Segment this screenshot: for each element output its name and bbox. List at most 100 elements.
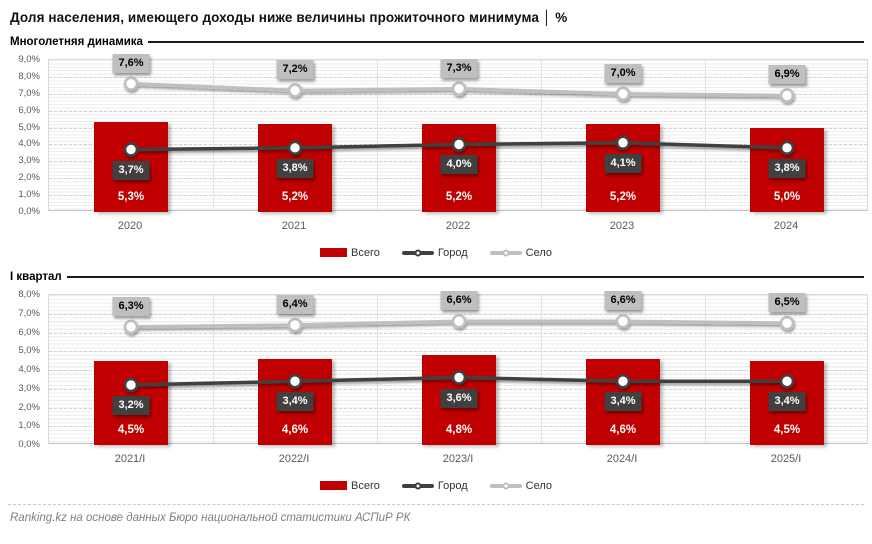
y-axis-label: 4,0% xyxy=(18,138,40,150)
legend-label-village: Село xyxy=(525,246,552,259)
section-annual: Многолетняя динамика 0,0% 1,0% 2,0% 3,0% 4,0… xyxy=(8,36,868,260)
legend-item-city: Город xyxy=(401,479,468,492)
section-quarterly: I квартал 0,0% 1,0% 2,0% 3,0% 4,0% 5,0% 6,0% 7,… xyxy=(8,271,868,493)
point-label: 7,0% xyxy=(604,63,642,83)
y-axis-label: 2,0% xyxy=(18,401,40,413)
point-label: 6,9% xyxy=(768,65,806,85)
bar-value-label: 5,0% xyxy=(773,191,801,203)
x-axis-label: 2020 xyxy=(117,220,143,232)
point-label: 3,7% xyxy=(112,160,150,180)
y-axis-label: 5,0% xyxy=(18,345,40,357)
y-axis-label: 1,0% xyxy=(18,420,40,432)
village-dot-icon xyxy=(502,249,510,256)
y-axis-label: 6,0% xyxy=(18,104,40,116)
category-separator xyxy=(377,60,378,210)
x-axis-label: 2024 xyxy=(773,220,799,232)
x-axis-label: 2021/I xyxy=(114,453,146,465)
x-axis-label: 2022/I xyxy=(278,453,310,465)
chart-annual: 0,0% 1,0% 2,0% 3,0% 4,0% 5,0% 6,0% 7,0% 8,0% 9,0%… xyxy=(8,53,868,238)
category-separator xyxy=(705,295,706,443)
section-quarterly-rule xyxy=(66,276,864,278)
x-axis-label: 2023/I xyxy=(442,453,474,465)
x-axis-label: 2025/I xyxy=(770,453,802,465)
village-line-marker-icon xyxy=(489,249,522,256)
bar-value-label: 5,2% xyxy=(445,191,473,203)
section-annual-rule xyxy=(147,41,864,43)
gridline xyxy=(49,332,867,334)
bar-value-label: 5,2% xyxy=(609,191,637,203)
gridline xyxy=(49,351,867,353)
y-axis-label: 6,0% xyxy=(18,326,40,338)
point-label: 6,6% xyxy=(440,291,478,311)
point-label: 7,6% xyxy=(112,53,150,73)
gridline xyxy=(49,110,867,112)
point-label: 3,4% xyxy=(768,392,806,412)
legend-label-total: Всего xyxy=(351,246,380,259)
bar-value-label: 5,3% xyxy=(117,191,145,203)
point-label: 3,2% xyxy=(112,396,150,415)
point-label: 6,4% xyxy=(276,295,314,314)
legend-quarterly: Всего Город Село xyxy=(8,478,864,493)
section-annual-title: Многолетняя динамика xyxy=(10,36,143,48)
legend-item-total: Всего xyxy=(320,247,380,259)
point-label: 3,4% xyxy=(276,392,314,412)
bar-value-label: 4,6% xyxy=(281,424,309,436)
legend-annual: Всего Город Село xyxy=(8,245,864,260)
bar-value-label: 4,5% xyxy=(773,424,801,436)
y-axis-label: 2,0% xyxy=(18,172,40,184)
y-axis-label: 5,0% xyxy=(18,121,40,133)
plot-area: 4,5% 4,6% 4,8% 4,6% 4,5% 3,2% 3,4% 3,6% 3,4% 3,4… xyxy=(48,291,868,445)
y-axis-label: 8,0% xyxy=(18,70,40,82)
y-axis-label: 3,0% xyxy=(18,155,40,167)
line-series-layer xyxy=(123,76,795,157)
section-annual-header: Многолетняя динамика xyxy=(8,36,864,48)
point-label: 4,1% xyxy=(604,153,642,173)
chart-quarterly: 0,0% 1,0% 2,0% 3,0% 4,0% 5,0% 6,0% 7,0% 8,0% 4,5%… xyxy=(8,289,868,471)
category-separator xyxy=(541,60,542,210)
point-label: 6,5% xyxy=(768,293,806,313)
x-axis-label: 2021 xyxy=(281,220,307,232)
y-axis-label: 1,0% xyxy=(18,189,40,201)
point-label: 3,8% xyxy=(768,158,806,178)
point-label: 3,6% xyxy=(440,388,478,408)
bar-value-label: 4,5% xyxy=(117,424,145,436)
city-line-marker-icon xyxy=(401,249,434,256)
legend-label-city: Город xyxy=(437,479,468,492)
city-dot-icon xyxy=(414,249,422,256)
y-axis-label: 4,0% xyxy=(18,364,40,375)
page-title: Доля населения, имеющего доходы ниже вел… xyxy=(10,10,568,25)
point-label: 7,2% xyxy=(276,60,314,80)
y-axis-label: 3,0% xyxy=(18,382,40,394)
point-label: 7,3% xyxy=(440,58,478,78)
legend-item-city: Город xyxy=(401,246,468,259)
category-separator xyxy=(213,60,214,210)
category-separator xyxy=(213,295,214,443)
y-axis-label: 8,0% xyxy=(18,289,40,300)
point-label: 3,4% xyxy=(604,392,642,412)
category-separator xyxy=(377,295,378,443)
legend-item-village: Село xyxy=(489,246,552,259)
city-dot-icon xyxy=(414,482,422,489)
legend-label-total: Всего xyxy=(351,479,380,492)
y-axis-label: 0,0% xyxy=(18,439,40,450)
y-axis-label: 7,0% xyxy=(18,307,40,319)
total-swatch-icon xyxy=(320,248,348,257)
village-line-marker-icon xyxy=(489,482,522,489)
section-quarterly-header: I квартал xyxy=(8,271,864,283)
y-axis-label: 7,0% xyxy=(18,87,40,99)
x-axis-label: 2022 xyxy=(445,220,471,232)
legend-item-total: Всего xyxy=(320,480,380,492)
total-swatch-icon xyxy=(320,481,348,490)
y-axis-label: 9,0% xyxy=(18,54,40,65)
city-line-marker-icon xyxy=(401,482,434,489)
line-series-layer xyxy=(123,313,795,393)
legend-label-city: Город xyxy=(437,246,468,259)
point-label: 6,3% xyxy=(112,296,150,316)
category-separator xyxy=(705,60,706,210)
point-label: 6,6% xyxy=(604,291,642,311)
x-axis-label: 2023 xyxy=(609,220,635,232)
source-attribution: Ranking.kz на основе данных Бюро национа… xyxy=(8,504,864,524)
plot-area: 5,3% 5,2% 5,2% 5,2% 5,0% 3,7% 3,8% 4,0% 4,1% 3,8… xyxy=(48,53,868,212)
point-label: 3,8% xyxy=(276,158,314,178)
